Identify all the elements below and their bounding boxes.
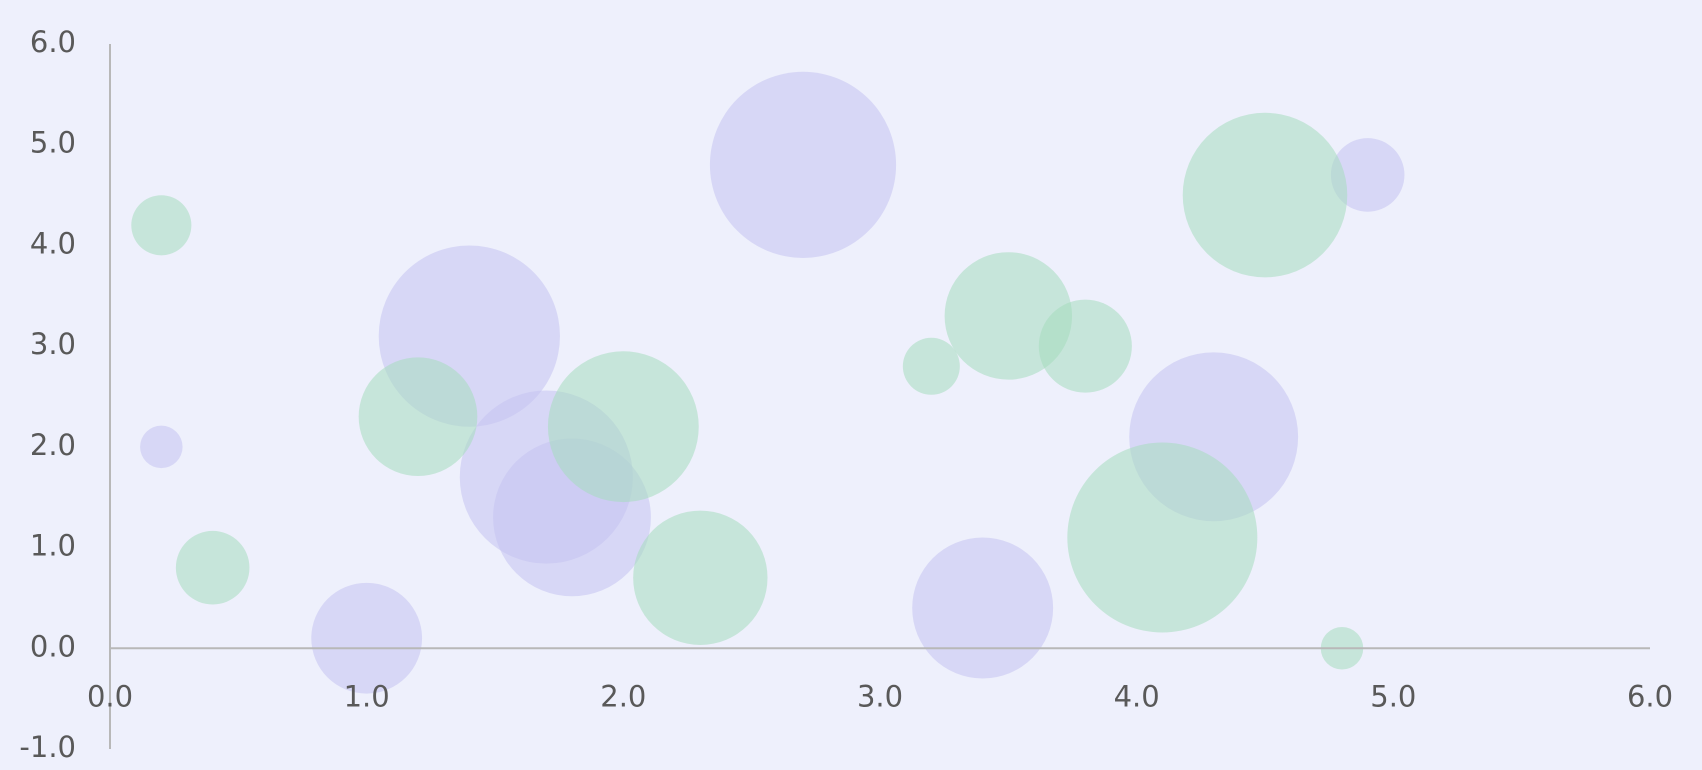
x-tick-label: 3.0 — [857, 679, 903, 713]
y-tick-label: 6.0 — [30, 25, 76, 59]
y-tick-label: 0.0 — [30, 629, 76, 663]
x-tick-label: 5.0 — [1370, 679, 1416, 713]
x-tick-label: 1.0 — [344, 679, 390, 713]
bubble — [1182, 112, 1348, 278]
bubble — [902, 337, 960, 395]
bubble — [1330, 138, 1405, 212]
bubble — [547, 351, 699, 503]
y-tick-label: 2.0 — [30, 428, 76, 462]
bubble — [1038, 299, 1132, 393]
y-tick-label: 5.0 — [30, 126, 76, 160]
bubble — [633, 510, 768, 645]
y-tick-label: -1.0 — [19, 730, 76, 764]
bubble — [140, 425, 183, 469]
x-tick-label: 2.0 — [600, 679, 646, 713]
bubble — [358, 357, 478, 476]
y-tick-label: 1.0 — [30, 529, 76, 563]
y-tick-label: 3.0 — [30, 327, 76, 361]
x-tick-label: 6.0 — [1627, 679, 1673, 713]
x-tick-label: 0.0 — [87, 679, 133, 713]
y-tick-label: 4.0 — [30, 226, 76, 260]
bubble — [131, 195, 192, 256]
bubble — [709, 71, 897, 258]
bubble — [311, 582, 423, 694]
bubble — [912, 537, 1054, 679]
bubble — [175, 530, 250, 605]
x-tick-label: 4.0 — [1114, 679, 1160, 713]
bubble — [1067, 442, 1258, 633]
